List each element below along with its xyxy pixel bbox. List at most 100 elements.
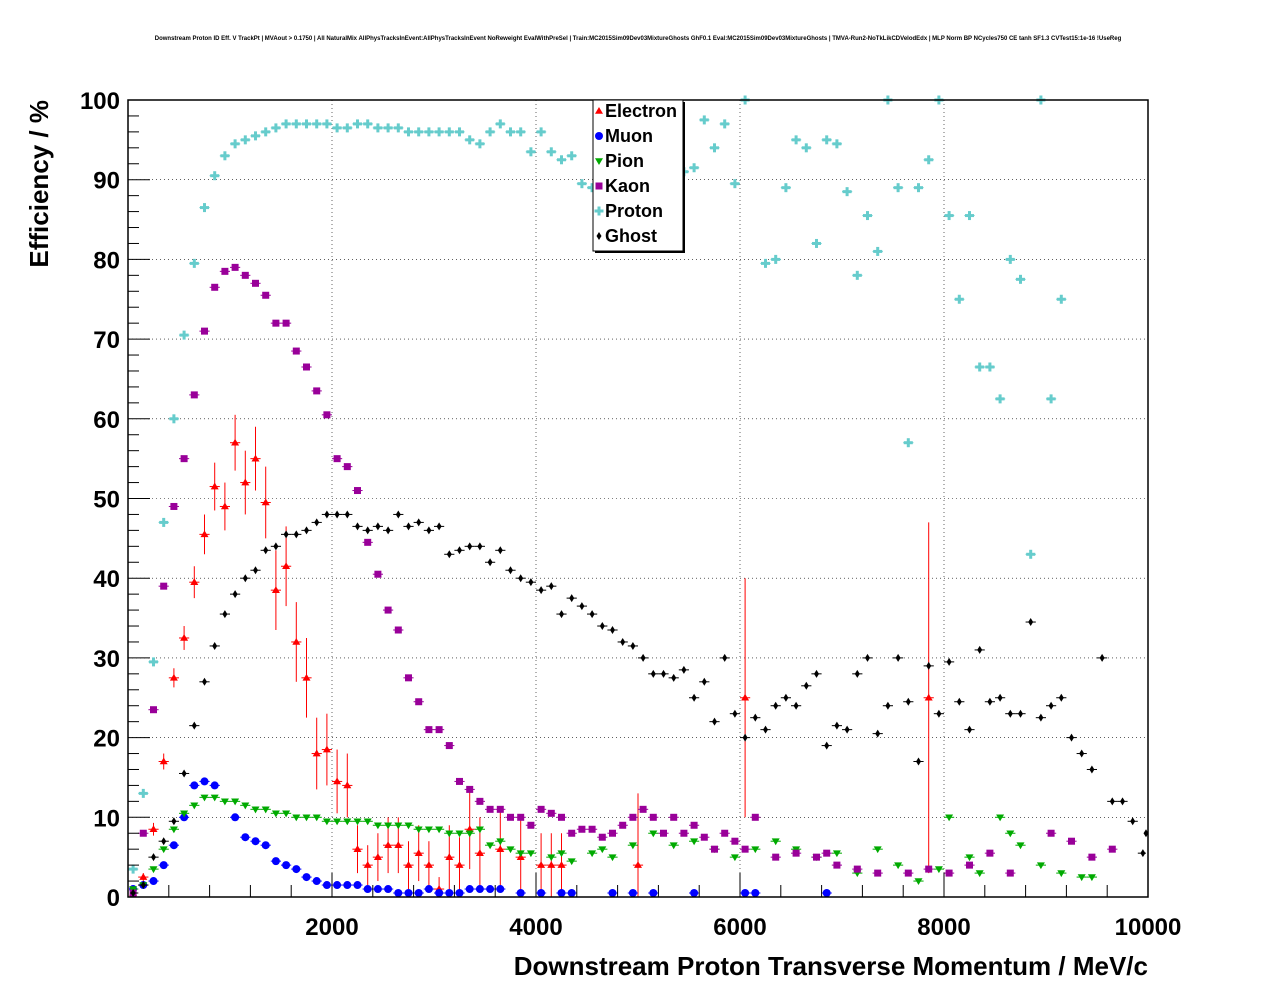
data-point <box>822 135 832 145</box>
data-point <box>414 889 423 898</box>
data-point <box>691 693 697 702</box>
data-point <box>467 542 473 551</box>
legend-label: Muon <box>605 126 653 146</box>
data-point <box>526 147 536 157</box>
data-point <box>1016 274 1025 284</box>
data-point <box>1120 797 1125 806</box>
data-point <box>894 862 903 870</box>
data-point <box>373 822 382 830</box>
data-point <box>242 574 248 583</box>
data-point <box>190 781 199 790</box>
data-point <box>1046 394 1056 404</box>
data-point <box>434 127 444 137</box>
data-point <box>353 818 362 826</box>
data-point <box>231 263 239 271</box>
data-point <box>986 849 994 857</box>
data-point <box>210 171 220 181</box>
data-point <box>292 637 301 645</box>
data-point <box>649 830 658 838</box>
data-point <box>475 885 484 894</box>
data-point <box>945 869 953 877</box>
data-point <box>292 865 301 874</box>
data-point <box>598 833 606 841</box>
y-tick-label: 10 <box>93 805 120 832</box>
data-point <box>170 502 178 510</box>
legend: Electron Muon Pion Kaon Proton Ghost <box>592 99 685 253</box>
data-point <box>251 806 260 814</box>
data-point <box>373 885 382 894</box>
data-point <box>456 777 463 785</box>
data-point <box>1006 830 1015 838</box>
data-point <box>220 502 229 510</box>
data-point <box>272 319 280 327</box>
data-point <box>262 291 270 299</box>
data-point <box>169 673 178 681</box>
data-point <box>650 669 656 678</box>
data-point <box>824 741 830 750</box>
data-point <box>414 849 423 856</box>
x-axis-title: Downstream Proton Transverse Momentum / … <box>514 951 1148 981</box>
data-point <box>905 697 911 706</box>
data-point <box>814 669 819 678</box>
y-tick-label: 60 <box>93 407 120 434</box>
data-point <box>842 187 852 197</box>
data-point <box>954 294 964 304</box>
y-tick-label: 0 <box>107 885 120 912</box>
data-point <box>1079 749 1085 758</box>
data-point <box>475 139 485 149</box>
legend-marker <box>594 206 604 216</box>
data-point <box>557 850 566 858</box>
y-tick-labels: 0 10 20 30 40 50 60 70 80 90 100 <box>80 88 120 912</box>
data-point <box>486 842 495 850</box>
data-point <box>140 881 146 890</box>
data-point <box>751 889 760 898</box>
data-point <box>159 517 169 527</box>
y-tick-label: 40 <box>93 566 120 593</box>
data-point <box>538 586 544 595</box>
data-point <box>414 826 423 834</box>
data-point <box>394 626 402 634</box>
data-point <box>130 889 136 898</box>
data-point <box>445 742 453 750</box>
data-point <box>445 830 454 838</box>
data-point <box>322 818 331 826</box>
data-point <box>649 889 658 898</box>
data-point <box>1140 849 1146 858</box>
data-point <box>149 825 158 833</box>
data-point <box>475 826 484 834</box>
data-point <box>455 889 464 898</box>
data-point <box>475 849 484 856</box>
data-point <box>701 677 707 686</box>
data-point <box>700 833 708 841</box>
data-point <box>834 721 840 730</box>
data-point <box>495 119 505 129</box>
data-point <box>629 813 637 821</box>
data-point <box>425 726 433 734</box>
data-point <box>741 889 750 898</box>
data-point <box>537 889 546 898</box>
data-point <box>373 853 382 860</box>
data-point <box>189 258 199 268</box>
data-point <box>812 238 821 248</box>
data-point <box>1018 709 1023 718</box>
data-point <box>365 526 371 535</box>
legend-item-electron: Electron <box>595 101 677 121</box>
data-point <box>690 821 698 829</box>
data-point <box>436 522 442 531</box>
data-point <box>312 119 322 129</box>
data-point <box>895 653 901 662</box>
data-point <box>813 853 820 861</box>
data-point <box>251 454 260 462</box>
data-point <box>832 139 842 149</box>
data-point <box>220 151 230 161</box>
data-point <box>577 179 587 189</box>
data-point <box>730 854 739 862</box>
data-point <box>497 546 503 555</box>
data-point <box>875 729 881 738</box>
data-point <box>271 123 281 133</box>
data-point <box>271 810 280 818</box>
data-point <box>424 127 434 137</box>
data-point <box>385 526 391 535</box>
data-point <box>455 861 464 868</box>
data-point <box>487 558 493 567</box>
